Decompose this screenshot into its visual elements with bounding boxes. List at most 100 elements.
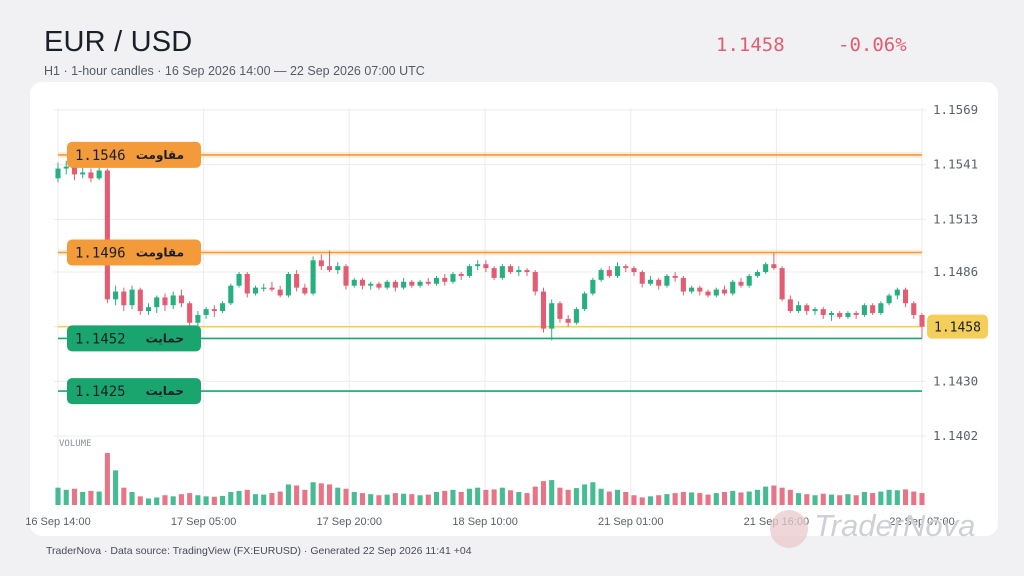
current-price-badge: 1.1458: [927, 314, 988, 339]
candle: [647, 275, 654, 286]
candle-body: [672, 275, 678, 278]
candle-body: [458, 273, 464, 276]
volume-bar: [713, 493, 719, 505]
candle: [853, 311, 859, 319]
candle: [392, 279, 398, 292]
level-label-box: [67, 141, 201, 168]
volume-bar: [730, 490, 736, 505]
volume-bar: [450, 489, 456, 505]
volume-bar: [55, 487, 61, 505]
volume-bar: [508, 490, 514, 505]
volume-bar: [549, 480, 555, 505]
support-label: 1.1452 حمایت: [67, 325, 201, 352]
candle: [211, 305, 217, 317]
candle: [870, 303, 876, 315]
volume-bar: [771, 485, 777, 505]
candle: [302, 283, 308, 296]
volume-bar: [458, 492, 464, 505]
candle: [425, 277, 431, 286]
volume-bar: [343, 488, 349, 505]
y-tick-label: 1.1569: [933, 102, 978, 117]
volume-bar: [392, 493, 398, 505]
candle-body: [549, 303, 555, 329]
candle-body: [639, 272, 645, 284]
candle-body: [812, 309, 818, 312]
candle-body: [894, 289, 900, 296]
candle: [779, 266, 785, 302]
y-tick-label: 1.1541: [933, 157, 978, 172]
candle-body: [195, 314, 201, 323]
volume-bar: [475, 487, 481, 505]
candle: [137, 287, 143, 315]
candle: [104, 168, 110, 304]
x-tick-label: 17 Sep 05:00: [171, 516, 236, 528]
candle: [359, 277, 366, 290]
candle-body: [145, 307, 152, 312]
candle-body: [170, 295, 176, 306]
candle-body: [689, 287, 695, 292]
candle-body: [804, 305, 810, 312]
candle-body: [647, 279, 654, 284]
candle-body: [853, 313, 859, 315]
candle-body: [902, 289, 909, 304]
candle: [837, 311, 843, 319]
volume-bar: [368, 494, 374, 505]
price-change: -0.06%: [838, 34, 907, 56]
volume-bar: [516, 492, 522, 505]
level-name-text: مقاومت: [136, 246, 184, 261]
volume-bar: [598, 488, 604, 505]
candle-body: [911, 303, 917, 315]
volume-bar: [787, 489, 793, 505]
candle-body: [590, 279, 596, 294]
candle-body: [88, 172, 94, 179]
candle-body: [178, 295, 184, 304]
candle-body: [359, 279, 366, 286]
x-tick-label: 22 Sep 07:00: [889, 516, 954, 528]
volume-bar: [861, 492, 867, 505]
candle: [804, 303, 810, 315]
candle: [820, 307, 826, 319]
volume-bar: [894, 490, 900, 505]
volume-bar: [154, 497, 160, 505]
current-price-badge-box: [927, 314, 988, 339]
volume-bar: [442, 490, 448, 505]
volume-label: VOLUME: [59, 439, 92, 449]
candle: [433, 275, 440, 286]
candle: [401, 277, 407, 290]
candle: [113, 285, 119, 306]
level-name-text: حمایت: [146, 331, 184, 345]
volume-bar: [680, 492, 686, 505]
volume-bar: [326, 484, 333, 505]
candle: [721, 285, 728, 296]
candle-body: [335, 266, 341, 271]
footer-note: TraderNova · Data source: TradingView (F…: [46, 545, 472, 557]
candle: [466, 264, 472, 278]
volume-bar: [269, 493, 275, 505]
candle-body: [113, 291, 119, 300]
x-tick-label: 17 Sep 20:00: [317, 516, 382, 528]
candle-body: [121, 291, 127, 306]
volume-bar: [779, 487, 785, 505]
resistance-label: 1.1546 مقاومت: [67, 141, 201, 168]
volume-bar: [244, 489, 250, 505]
candle: [162, 293, 168, 312]
candle-body: [779, 268, 785, 300]
candle: [754, 270, 760, 278]
candle-body: [845, 313, 851, 317]
candle: [598, 268, 604, 282]
candle-body: [508, 266, 514, 273]
candle: [582, 291, 588, 312]
candle-body: [582, 293, 588, 310]
volume-bar: [376, 495, 382, 505]
candle-body: [565, 318, 571, 323]
candle: [639, 270, 645, 288]
candle: [154, 295, 160, 314]
volume-bar: [228, 492, 234, 505]
candle: [195, 311, 201, 329]
candle-body: [310, 260, 316, 294]
candle: [508, 264, 514, 274]
volume-bar: [261, 494, 267, 505]
candle: [738, 277, 744, 288]
